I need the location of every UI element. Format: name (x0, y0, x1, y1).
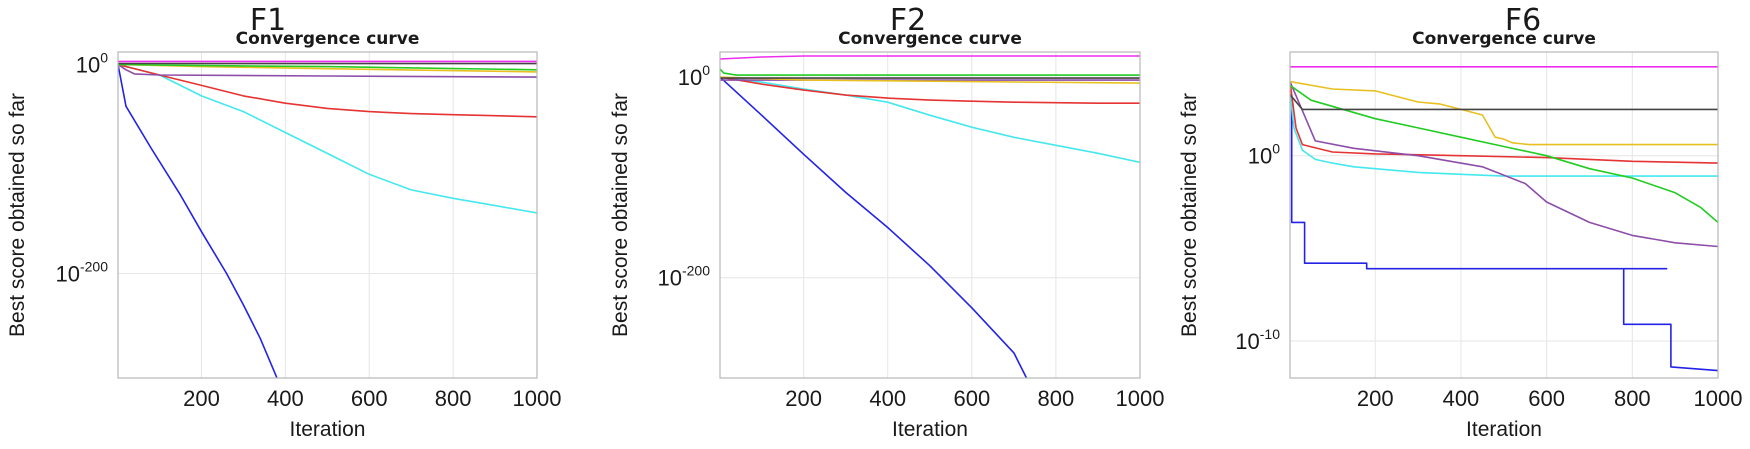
x-tick-label: 400 (1443, 386, 1480, 411)
series-line-yellow (1290, 80, 1718, 146)
chart-title: Convergence curve (1412, 29, 1596, 49)
y-tick-exponent: -200 (682, 263, 710, 279)
series-line-green (720, 68, 1140, 76)
panel-label: F2 (890, 3, 926, 38)
x-axis-label: Iteration (290, 418, 366, 441)
x-tick-label: 200 (1357, 386, 1394, 411)
panel-label: F1 (250, 3, 286, 38)
plot-frame (719, 51, 1141, 379)
series-line-blue (118, 64, 278, 378)
y-tick-base: 10 (76, 53, 100, 78)
chart-title: Convergence curve (838, 29, 1022, 49)
y-tick-label: 100 (76, 50, 108, 78)
series-line-green (1290, 84, 1718, 224)
y-tick-base: 10 (55, 262, 79, 287)
x-tick-label: 800 (435, 386, 472, 411)
y-axis-label: Best score obtained so far (1178, 93, 1201, 337)
x-tick-label: 800 (1038, 386, 1075, 411)
plot-frame (1289, 51, 1719, 379)
y-tick-exponent: 0 (702, 62, 710, 78)
series-line-blue (1290, 81, 1718, 372)
series-line-purple (118, 63, 537, 78)
x-tick-label: 1000 (1694, 386, 1743, 411)
series-group (118, 60, 537, 378)
y-tick-base: 10 (1235, 329, 1259, 354)
y-tick-exponent: 0 (100, 50, 108, 66)
y-tick-base: 10 (657, 266, 681, 291)
x-tick-label: 600 (1528, 386, 1565, 411)
y-tick-base: 10 (678, 65, 702, 90)
series-line-purple (1290, 81, 1718, 248)
y-tick-label: 10-200 (657, 263, 710, 291)
y-tick-label: 100 (1248, 141, 1280, 169)
x-axis-label: Iteration (892, 418, 968, 441)
x-tick-label: 600 (953, 386, 990, 411)
series-line-black (1290, 94, 1718, 111)
x-tick-label: 200 (785, 386, 822, 411)
panel-label: F6 (1505, 3, 1541, 38)
series-line-cyan (118, 63, 537, 214)
series-line-cyan (720, 76, 1140, 164)
y-tick-label: 100 (678, 62, 710, 90)
y-tick-label: 10-200 (55, 259, 108, 287)
series-group (720, 55, 1140, 378)
series-line-red (720, 76, 1140, 104)
series-line-red (118, 63, 537, 118)
y-tick-exponent: 0 (1272, 141, 1280, 157)
x-tick-label: 1000 (513, 386, 562, 411)
series-line-magenta (720, 55, 1140, 60)
series-line-green (118, 63, 537, 71)
series-group (1290, 66, 1718, 372)
x-tick-label: 1000 (1116, 386, 1165, 411)
y-tick-exponent: -200 (80, 259, 108, 275)
y-tick-exponent: -10 (1260, 326, 1280, 342)
y-tick-label: 10-10 (1235, 326, 1280, 354)
y-tick-base: 10 (1248, 144, 1272, 169)
y-axis-label: Best score obtained so far (6, 93, 29, 337)
series-line-cyan (1290, 90, 1718, 177)
x-tick-label: 600 (351, 386, 388, 411)
x-tick-label: 400 (267, 386, 304, 411)
series-line-blue (720, 76, 1028, 378)
chart-title: Convergence curve (236, 29, 420, 49)
x-tick-label: 400 (869, 386, 906, 411)
x-tick-label: 800 (1614, 386, 1651, 411)
x-tick-label: 200 (183, 386, 220, 411)
plot-frame (117, 51, 538, 379)
x-axis-label: Iteration (1466, 418, 1542, 441)
series-line-red (1290, 81, 1718, 164)
y-axis-label: Best score obtained so far (609, 93, 632, 337)
